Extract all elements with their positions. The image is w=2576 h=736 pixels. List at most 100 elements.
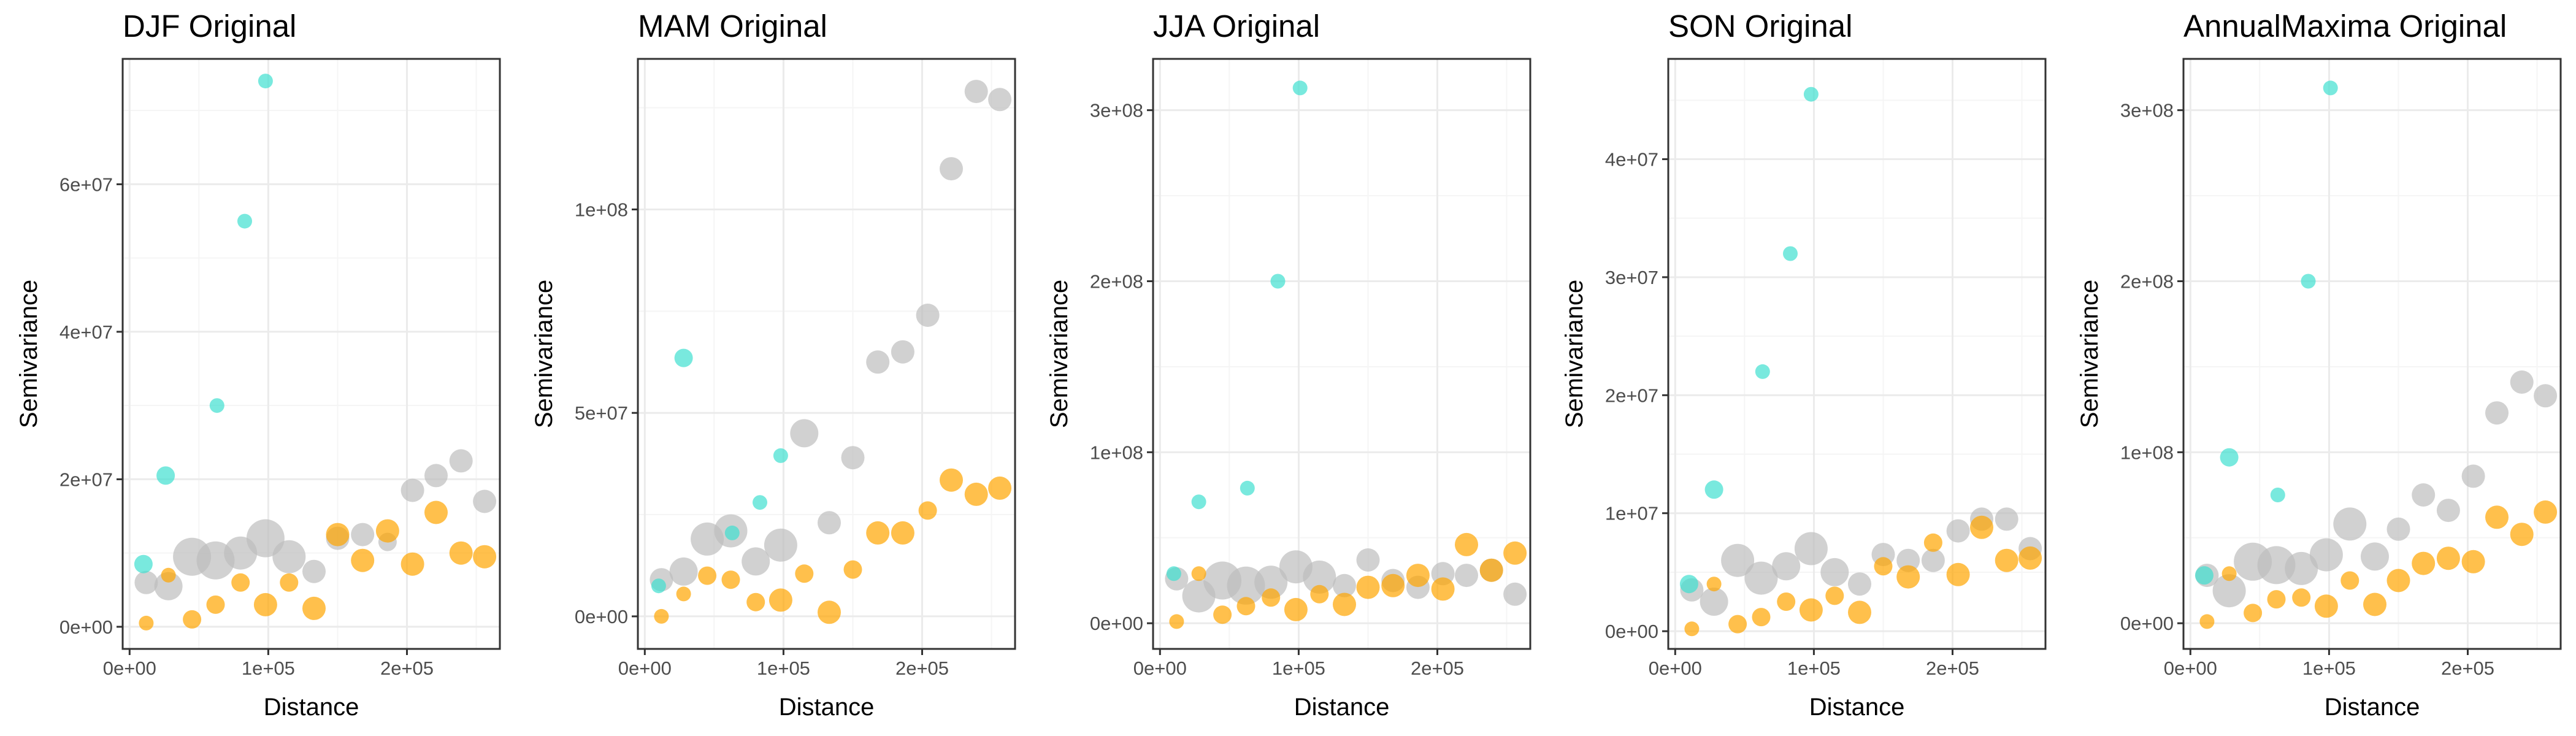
data-point-grey (473, 489, 497, 513)
series-orange (1169, 532, 1527, 629)
data-point-grey (2436, 499, 2460, 523)
data-point-orange (1431, 577, 1455, 601)
x-tick-label: 2e+05 (2441, 657, 2494, 679)
data-point-grey (818, 511, 841, 535)
data-point-grey (1772, 552, 1801, 581)
y-tick-label: 2e+08 (1090, 270, 1143, 292)
data-point-orange (2485, 505, 2509, 529)
data-point-grey (1455, 564, 1478, 588)
data-point-grey (1254, 565, 1288, 599)
data-point-orange (2510, 523, 2534, 546)
data-point-orange (1728, 615, 1747, 634)
chart-title: DJF Original (123, 9, 296, 44)
data-point-orange (280, 573, 299, 592)
data-point-orange (139, 615, 154, 631)
data-point-grey (742, 547, 770, 576)
data-point-orange (918, 501, 937, 520)
data-point-grey (302, 559, 326, 583)
data-point-orange (1191, 566, 1206, 581)
x-tick-label: 2e+05 (895, 657, 949, 679)
data-point-teal (651, 578, 666, 594)
gridlines (2183, 59, 2561, 649)
series-teal (1166, 80, 1308, 581)
data-point-teal (1166, 566, 1181, 581)
data-point-orange (769, 588, 792, 612)
data-point-grey (2386, 517, 2410, 541)
data-point-orange (302, 596, 326, 620)
gridlines (123, 59, 500, 649)
data-point-orange (2461, 550, 2485, 573)
data-point-grey (866, 350, 890, 374)
data-point-teal (209, 398, 224, 413)
data-point-grey (2534, 384, 2558, 408)
data-point-grey (940, 157, 963, 181)
data-point-grey (1995, 507, 2018, 531)
data-point-orange (2340, 571, 2359, 590)
data-point-orange (206, 595, 225, 614)
x-axis-title: Distance (264, 694, 359, 721)
y-tick-label: 2e+07 (1605, 385, 1658, 406)
data-point-orange (2018, 546, 2042, 570)
data-point-orange (424, 500, 448, 524)
x-tick-label: 0e+00 (103, 657, 156, 679)
data-point-teal (237, 213, 252, 229)
data-point-orange (1923, 533, 1942, 552)
data-point-orange (2244, 604, 2263, 623)
data-point-orange (2534, 500, 2558, 524)
data-point-orange (1503, 541, 1527, 565)
data-point-orange (1236, 597, 1255, 616)
data-point-teal (156, 466, 175, 485)
data-point-orange (1406, 564, 1430, 588)
x-tick-label: 1e+05 (757, 657, 810, 679)
data-point-grey (2309, 538, 2343, 572)
data-point-orange (1333, 592, 1356, 616)
data-point-orange (2267, 590, 2286, 609)
data-point-orange (473, 545, 497, 569)
data-point-orange (1310, 585, 1329, 604)
y-tick-label: 0e+00 (2120, 613, 2174, 634)
data-point-teal (1704, 480, 1723, 499)
data-point-grey (449, 449, 473, 473)
y-tick-label: 0e+00 (1090, 613, 1143, 634)
data-point-grey (351, 523, 375, 546)
x-tick-label: 1e+05 (242, 657, 295, 679)
data-point-grey (1227, 566, 1265, 605)
data-point-teal (674, 348, 693, 367)
y-axis-title: Semivariance (15, 280, 42, 428)
data-point-grey (669, 557, 698, 586)
x-tick-label: 2e+05 (1411, 657, 1464, 679)
data-point-orange (676, 586, 691, 602)
series-teal (2195, 80, 2338, 585)
data-point-orange (1169, 614, 1184, 629)
series-orange (1684, 515, 2042, 637)
data-point-orange (2221, 566, 2237, 581)
data-point-orange (1262, 588, 1281, 607)
panel-background (1153, 59, 1530, 649)
data-point-orange (326, 523, 350, 546)
y-tick-label: 6e+07 (59, 174, 113, 195)
x-tick-label: 1e+05 (1787, 657, 1841, 679)
data-point-grey (891, 340, 914, 364)
data-point-grey (2333, 507, 2367, 541)
x-tick-label: 2e+05 (380, 657, 434, 679)
y-tick-label: 4e+07 (59, 321, 113, 343)
panel-background (638, 59, 1015, 649)
chart-title: MAM Original (638, 9, 827, 44)
data-point-orange (866, 521, 890, 545)
data-point-grey (1700, 588, 1728, 616)
y-tick-label: 5e+07 (575, 402, 628, 424)
data-point-orange (891, 521, 914, 545)
series-teal (134, 74, 273, 573)
data-point-grey (2461, 464, 2485, 488)
y-tick-label: 1e+08 (2120, 442, 2174, 463)
data-point-orange (1455, 532, 1478, 556)
panel-border (121, 58, 501, 650)
panel-border (1667, 58, 2047, 650)
x-axis-title: Distance (779, 694, 875, 721)
data-point-grey (2510, 370, 2534, 394)
x-axis-title: Distance (1294, 694, 1390, 721)
chart-panel-3: 0e+00 1e+05 2e+05 0e+00 1e+08 2e+08 3e+08 JJA O… (1046, 9, 1531, 721)
chart-title: SON Original (1668, 9, 1852, 44)
chart-panel-1: 0e+00 1e+05 2e+05 0e+00 2e+07 4e+07 6e+07 DJF O… (15, 9, 501, 721)
data-point-orange (375, 519, 399, 543)
